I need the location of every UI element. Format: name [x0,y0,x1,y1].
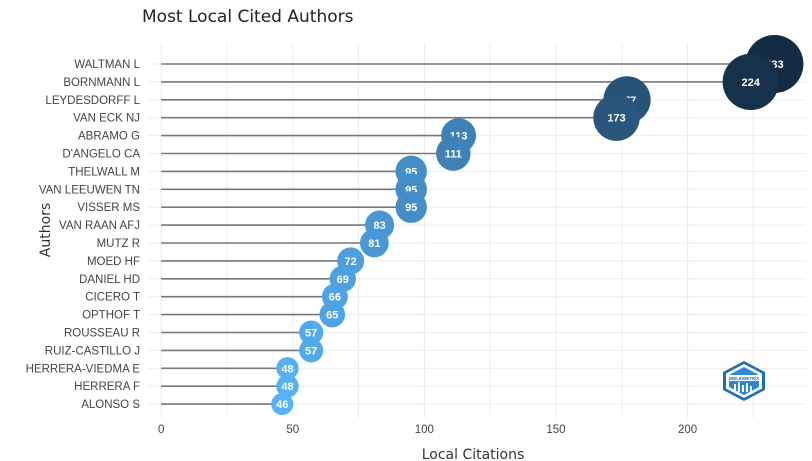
points: 2332241771731131119595958381726966655757… [271,35,804,416]
y-tick-label: OPTHOF T [82,310,140,322]
point-circle [299,338,324,363]
logo-text: BIBLIOMETRIX [729,376,759,381]
data-point: 46 [271,393,294,416]
x-tick-label: 100 [415,424,434,436]
y-tick-label: BORNMANN L [63,77,140,89]
point-circle [593,94,640,141]
data-label: 46 [276,399,288,411]
bibliometrix-logo-icon: BIBLIOMETRIX [723,361,765,401]
x-tick-label: 150 [546,424,565,436]
y-tick-label: VAN ECK NJ [73,113,140,125]
y-tick-label: WALTMAN L [74,59,140,71]
chart-title: Most Local Cited Authors [142,7,354,27]
data-point: 57 [299,320,324,345]
y-tick-label: LEYDESDORFF L [45,95,140,107]
data-point: 65 [319,301,346,328]
y-tick-label: HERRERA-VIEDMA E [26,363,141,375]
y-tick-label: DANIEL HD [79,274,140,286]
point-circle [319,301,346,328]
data-label: 81 [368,238,380,250]
data-label: 57 [305,345,317,357]
x-axis-title: Local Citations [422,447,525,461]
data-point: 48 [276,357,299,380]
y-tick-label: ALONSO S [81,399,140,411]
y-tick-label: CICERO T [85,292,140,304]
y-tick-label: ROUSSEAU R [64,328,140,340]
data-label: 173 [607,113,625,125]
point-circle [299,320,324,345]
y-tick-labels: WALTMAN L BORNMANN L LEYDESDORFF L VAN ECK … [26,59,141,411]
y-tick-label: VISSER MS [77,202,140,214]
data-label: 69 [337,274,349,286]
data-label: 224 [742,77,761,89]
data-label: 65 [326,310,338,322]
data-label: 72 [345,256,357,268]
data-point: 111 [436,136,471,171]
point-circle [395,191,427,223]
y-tick-label: HERRERA F [74,381,140,393]
data-point: 48 [276,375,299,398]
point-circle [359,228,389,258]
data-label: 111 [445,149,462,161]
y-tick-label: RUIZ-CASTILLO J [45,345,140,357]
x-tick-label: 50 [286,424,299,436]
data-point: 81 [359,228,389,258]
x-tick-label: 200 [678,424,697,436]
data-label: 48 [281,363,293,375]
y-tick-label: THELWALL M [68,166,140,178]
y-tick-label: D'ANGELO CA [62,149,140,161]
data-point: 224 [722,53,779,111]
x-tick-label: 0 [158,424,164,436]
point-circle [276,357,299,380]
x-tick-labels: 0 50 100 150 200 [158,424,697,436]
point-circle [276,375,299,398]
data-label: 48 [281,381,293,393]
y-tick-label: ABRAMO G [78,131,140,143]
stems [161,63,775,405]
data-label: 66 [329,292,341,304]
data-label: 95 [405,202,417,214]
point-circle [271,393,294,416]
data-label: 57 [305,328,317,340]
data-point: 57 [299,338,324,363]
data-point: 173 [593,94,640,141]
y-tick-label: VAN RAAN AFJ [59,220,140,232]
y-tick-label: MUTZ R [97,238,140,250]
y-tick-label: VAN LEEUWEN TN [39,184,140,196]
data-point: 95 [395,191,427,223]
y-tick-label: MOED HF [87,256,140,268]
point-circle [436,136,471,171]
point-circle [722,53,779,111]
y-axis-title: Authors [38,203,54,257]
